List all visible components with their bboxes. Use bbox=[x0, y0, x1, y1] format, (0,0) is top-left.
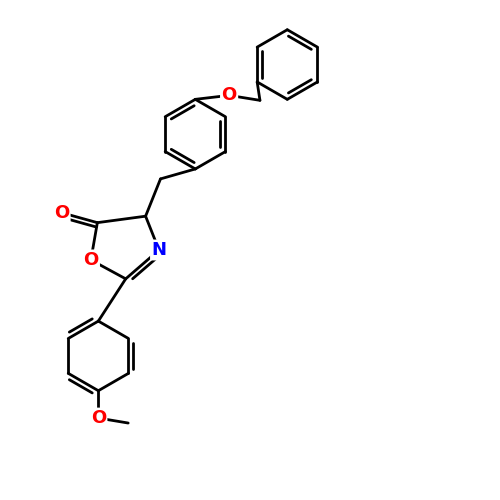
Text: O: O bbox=[54, 204, 69, 222]
Text: N: N bbox=[152, 241, 166, 259]
Text: O: O bbox=[90, 409, 106, 427]
Text: O: O bbox=[84, 251, 98, 269]
Text: O: O bbox=[222, 86, 236, 104]
